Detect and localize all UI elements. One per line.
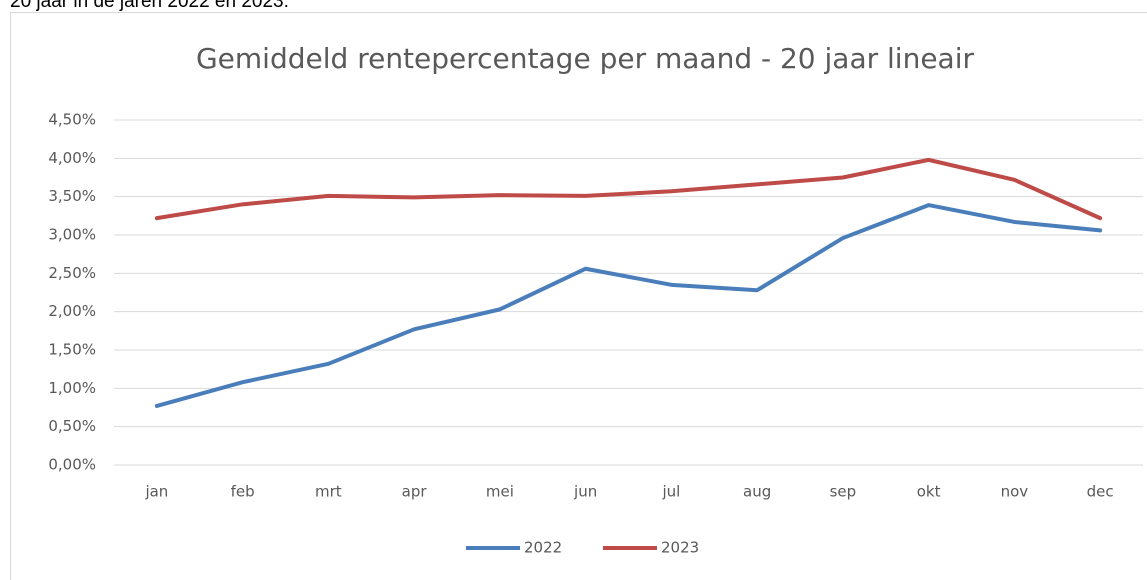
intro-text: 20 jaar in de jaren 2022 en 2023. bbox=[10, 0, 289, 12]
y-tick-label: 1,00% bbox=[48, 379, 96, 397]
y-tick-label: 2,50% bbox=[48, 264, 96, 282]
y-tick-label: 1,50% bbox=[48, 341, 96, 359]
x-tick-label: aug bbox=[743, 483, 771, 501]
line-series bbox=[154, 203, 1103, 408]
x-tick-label: jun bbox=[573, 483, 597, 501]
x-tick-label: mrt bbox=[315, 483, 342, 501]
y-tick-label: 2,00% bbox=[48, 302, 96, 320]
legend-label: 2022 bbox=[524, 539, 562, 557]
x-tick-label: dec bbox=[1087, 483, 1114, 501]
chart-frame bbox=[10, 12, 1147, 580]
legend-label: 2023 bbox=[661, 539, 699, 557]
x-tick-label: apr bbox=[402, 483, 428, 501]
x-tick-label: okt bbox=[917, 483, 941, 501]
chart-title: Gemiddeld rentepercentage per maand - 20… bbox=[196, 42, 975, 75]
x-tick-label: feb bbox=[231, 483, 255, 501]
y-tick-label: 3,00% bbox=[48, 226, 96, 244]
y-tick-label: 0,50% bbox=[48, 417, 96, 435]
y-tick-label: 3,50% bbox=[48, 187, 96, 205]
x-tick-label: mei bbox=[486, 483, 514, 501]
y-tick-label: 4,00% bbox=[48, 149, 96, 167]
y-tick-label: 4,50% bbox=[48, 111, 96, 129]
x-tick-label: jul bbox=[661, 483, 680, 501]
x-tick-label: sep bbox=[830, 483, 857, 501]
x-tick-label: nov bbox=[1001, 483, 1029, 501]
y-tick-label: 0,00% bbox=[48, 456, 96, 474]
x-tick-label: jan bbox=[144, 483, 168, 501]
line-series bbox=[154, 157, 1103, 221]
